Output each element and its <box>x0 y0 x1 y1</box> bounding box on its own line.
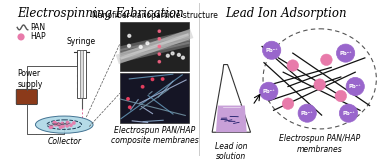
Text: Pb²⁺: Pb²⁺ <box>301 111 314 116</box>
Circle shape <box>158 30 161 32</box>
Circle shape <box>54 122 56 124</box>
Circle shape <box>146 42 149 45</box>
Ellipse shape <box>36 116 93 133</box>
Text: HAP: HAP <box>31 32 46 41</box>
Circle shape <box>129 106 131 108</box>
Text: Electrospun PAN/HAP
composite membranes: Electrospun PAN/HAP composite membranes <box>111 126 198 145</box>
Circle shape <box>53 121 56 124</box>
Circle shape <box>314 79 325 90</box>
Circle shape <box>298 104 316 122</box>
Circle shape <box>18 34 24 40</box>
Polygon shape <box>212 65 251 132</box>
Circle shape <box>127 98 129 100</box>
Circle shape <box>49 126 52 129</box>
Text: Pb²⁺: Pb²⁺ <box>339 51 352 56</box>
Text: Lead ion
solution: Lead ion solution <box>215 142 248 161</box>
Circle shape <box>166 54 169 57</box>
Circle shape <box>61 122 64 125</box>
Circle shape <box>50 126 53 128</box>
Circle shape <box>158 53 161 55</box>
Text: Lead Ion Adsorption: Lead Ion Adsorption <box>225 7 347 20</box>
Text: Electrospun PAN/HAP
membranes: Electrospun PAN/HAP membranes <box>279 134 360 154</box>
Ellipse shape <box>263 29 376 129</box>
Text: Collector: Collector <box>47 137 81 146</box>
Circle shape <box>66 125 68 127</box>
Text: PAN: PAN <box>31 23 46 32</box>
Circle shape <box>139 46 142 48</box>
Text: Power
supply: Power supply <box>17 69 43 89</box>
Text: Syringe: Syringe <box>67 37 96 47</box>
Circle shape <box>70 124 72 126</box>
Circle shape <box>158 61 161 63</box>
Circle shape <box>287 60 299 71</box>
Circle shape <box>57 123 59 125</box>
Text: Pb²⁺: Pb²⁺ <box>349 84 362 89</box>
Text: Pb²⁺: Pb²⁺ <box>342 111 355 116</box>
Circle shape <box>158 45 161 48</box>
FancyBboxPatch shape <box>120 73 189 123</box>
Circle shape <box>177 53 180 56</box>
Text: Pb²⁺: Pb²⁺ <box>265 48 278 53</box>
Circle shape <box>158 38 161 40</box>
Circle shape <box>282 98 294 109</box>
Circle shape <box>66 121 69 124</box>
Circle shape <box>128 34 131 37</box>
Circle shape <box>339 104 358 122</box>
FancyBboxPatch shape <box>16 89 37 105</box>
Circle shape <box>336 44 355 62</box>
Text: Electrospinning Fabrication: Electrospinning Fabrication <box>17 7 184 20</box>
Circle shape <box>62 125 64 128</box>
Circle shape <box>335 90 347 102</box>
FancyBboxPatch shape <box>77 50 86 98</box>
Circle shape <box>128 44 130 47</box>
Circle shape <box>260 82 278 100</box>
Circle shape <box>321 54 332 66</box>
Text: Nanofiber-nanoparticle structure: Nanofiber-nanoparticle structure <box>91 11 217 20</box>
Circle shape <box>59 126 62 128</box>
Circle shape <box>346 77 364 96</box>
FancyBboxPatch shape <box>80 50 83 98</box>
Polygon shape <box>216 106 247 132</box>
Circle shape <box>73 122 75 124</box>
Circle shape <box>141 85 144 88</box>
Circle shape <box>263 41 281 59</box>
Circle shape <box>171 52 174 55</box>
FancyBboxPatch shape <box>120 22 189 71</box>
Circle shape <box>57 124 60 126</box>
Circle shape <box>54 123 57 126</box>
Circle shape <box>181 56 184 59</box>
Text: Pb²⁺: Pb²⁺ <box>262 89 275 94</box>
Circle shape <box>151 78 154 81</box>
Circle shape <box>161 78 164 80</box>
